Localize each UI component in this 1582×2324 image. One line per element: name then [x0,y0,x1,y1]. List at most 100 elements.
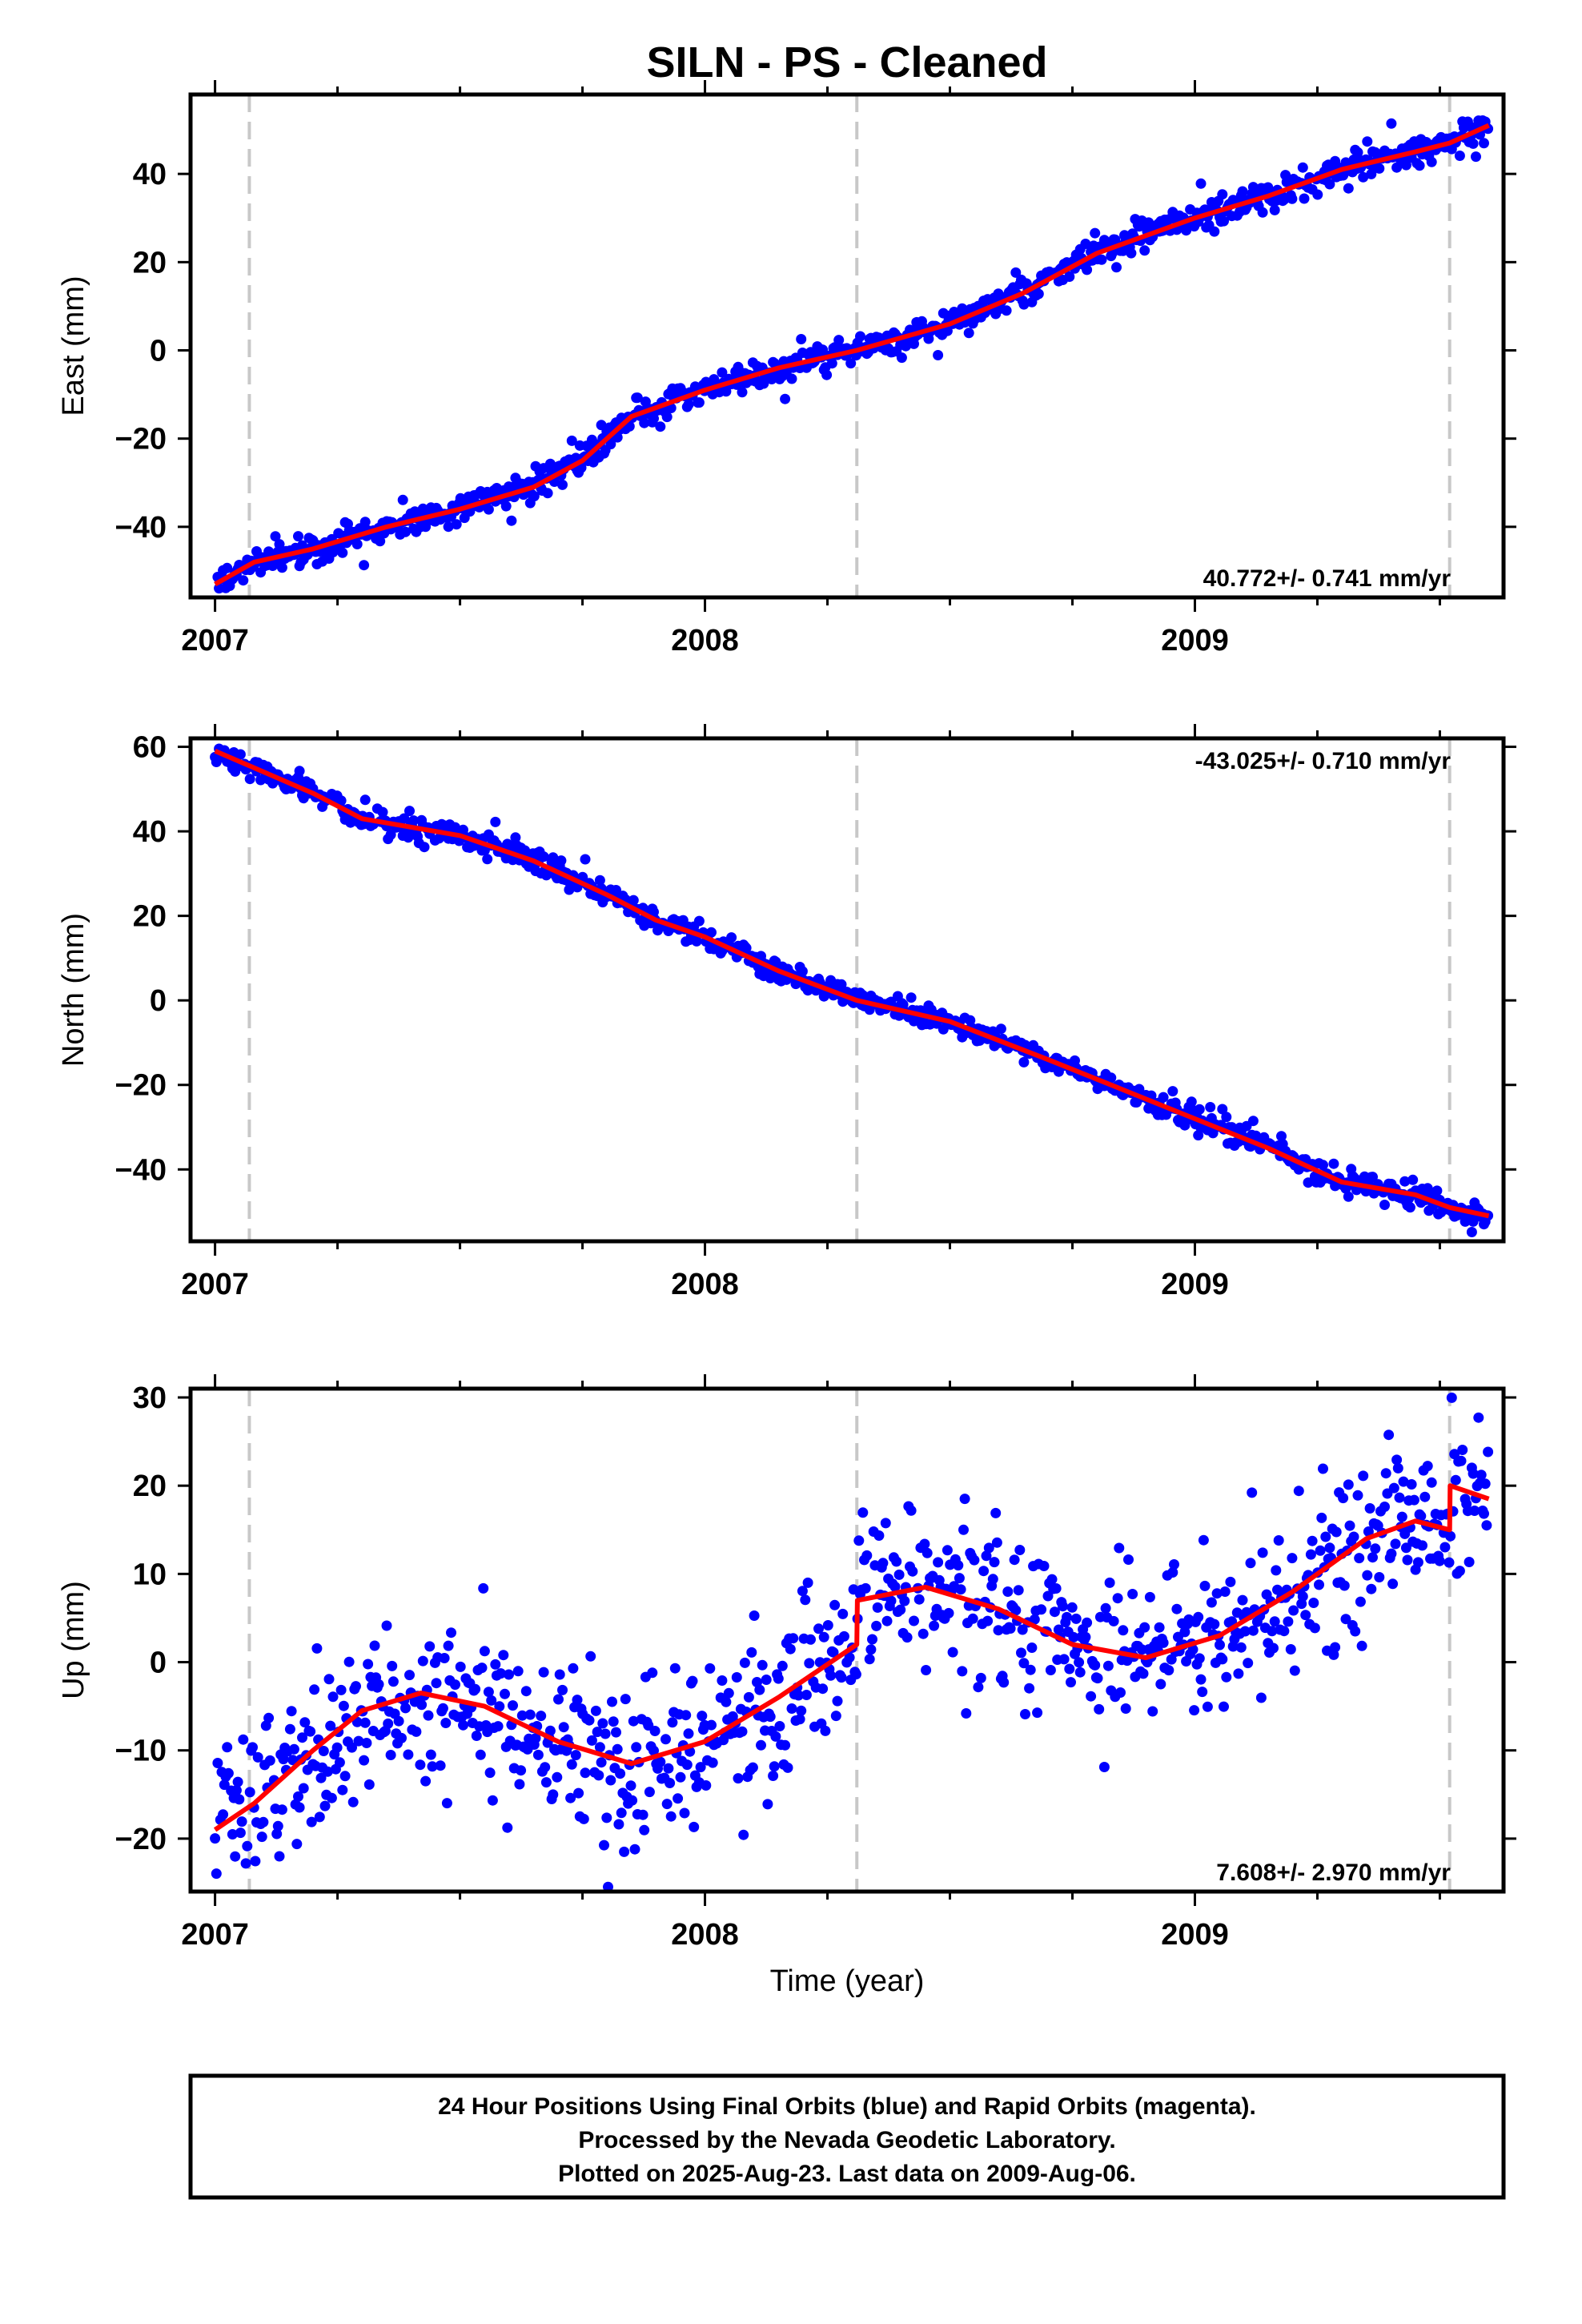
north-data-point [1407,1174,1419,1185]
north-data-point [377,806,388,818]
up-data-point [871,1620,882,1631]
north-model-line [214,749,1490,1219]
east-data-point [293,531,303,542]
up-data-point [921,1547,933,1558]
up-data-point [319,1800,331,1811]
up-data-point [909,1615,919,1626]
up-data-point [383,1718,394,1729]
up-data-point [242,1840,253,1852]
up-data-point [578,1813,589,1824]
up-data-point [1408,1494,1419,1506]
north-frame [188,736,1506,1244]
east-data-point [1064,271,1075,282]
up-data-point [1010,1605,1022,1616]
up-data-point [1387,1578,1399,1590]
up-data-point [351,1681,361,1692]
up-data-point [933,1557,944,1568]
east-data-point [942,325,953,336]
up-data-point [769,1761,780,1772]
east-data-point [1001,305,1012,316]
up-data-point [947,1647,958,1658]
up-data-point [655,1756,666,1767]
east-data-point [1139,245,1150,256]
up-data-point [982,1615,994,1626]
up-data-point [723,1687,734,1699]
up-data-point [981,1550,992,1562]
up-data-point [1199,1580,1211,1591]
up-data-point [800,1594,811,1606]
up-data-point [1202,1701,1213,1712]
up-data-point [512,1666,524,1677]
east-data-point [1018,299,1030,310]
up-data-point [552,1771,563,1783]
north-data-point [1318,1160,1328,1171]
up-data-point [440,1718,452,1728]
up-data-point [1066,1602,1078,1613]
north-data-point [556,855,567,866]
up-data-point [326,1792,337,1803]
up-data-point [1080,1631,1091,1642]
north-ytick-label: 0 [150,984,167,1018]
up-data-point [212,1758,223,1768]
up-data-point [1058,1601,1068,1612]
up-data-point [323,1674,335,1685]
up-data-point [415,1759,426,1771]
up-data-point [829,1599,841,1610]
east-data-point [683,399,694,410]
up-data-point [524,1709,536,1720]
up-data-point [557,1684,568,1695]
up-data-point [443,1640,454,1651]
east-xtick-label: 2008 [671,624,739,657]
up-data-point [1247,1625,1259,1636]
up-ytick-label: 10 [133,1558,167,1591]
north-ylabel: North (mm) [57,913,90,1067]
up-data-point [1396,1511,1407,1522]
up-data-point [891,1556,902,1567]
up-data-point [210,1833,221,1844]
up-data-point [1018,1658,1030,1669]
up-data-point [1064,1663,1075,1675]
up-data-point [309,1684,320,1695]
up-data-point [1198,1534,1209,1546]
up-data-point [600,1728,611,1739]
up-data-point [738,1829,749,1840]
up-data-point [695,1762,706,1773]
up-data-point [420,1775,432,1787]
up-data-point [1062,1611,1072,1622]
east-data-point [1096,254,1107,265]
up-data-point [288,1743,299,1755]
north-rate-label: -43.025+/- 0.710 mm/yr [1195,748,1452,774]
up-data-point [318,1746,329,1756]
up-data-point [1297,1591,1308,1602]
up-data-point [648,1745,659,1756]
up-data-point [1289,1665,1300,1676]
east-data-point [1362,136,1373,147]
up-data-point [516,1765,527,1776]
up-data-point [1243,1658,1254,1669]
up-data-point [423,1710,434,1721]
up-data-point [967,1613,978,1624]
up-data-point [1355,1596,1366,1607]
up-data-point [1005,1623,1016,1634]
up-data-point [222,1742,233,1753]
east-data-point [420,521,432,533]
up-data-point [1422,1461,1433,1472]
up-data-point [774,1721,785,1731]
up-data-point [929,1620,940,1631]
east-ytick-label: 20 [133,246,167,279]
up-data-point [1139,1622,1150,1633]
up-data-point [1283,1616,1294,1627]
up-data-point [1197,1687,1208,1698]
up-xtick-label: 2009 [1161,1918,1229,1952]
up-data-point [1082,1617,1093,1628]
north-data-point [1367,1172,1378,1183]
up-data-point [1245,1558,1256,1569]
up-data-point [334,1757,345,1768]
up-data-point [1074,1667,1086,1678]
up-data-point [1391,1454,1403,1466]
up-data-point [661,1799,673,1810]
up-data-point [1086,1691,1097,1702]
east-data-point [542,488,553,499]
up-data-point [973,1682,984,1693]
up-data-point [530,1733,541,1743]
